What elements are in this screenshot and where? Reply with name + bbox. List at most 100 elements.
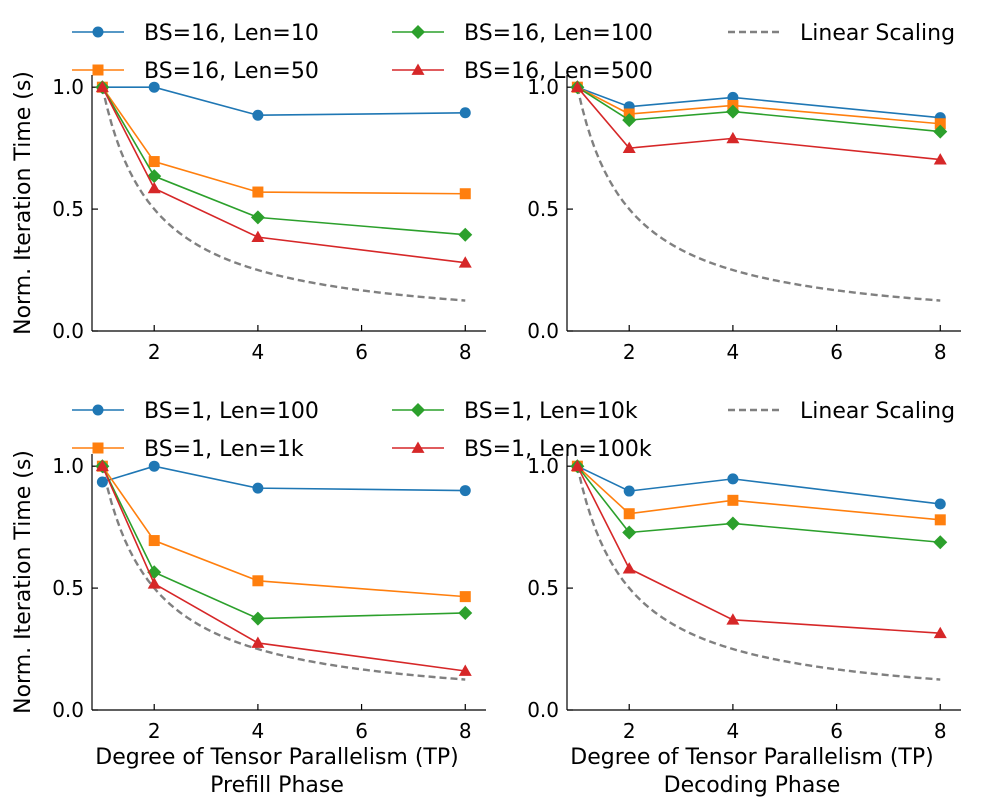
data-point — [250, 611, 265, 626]
series-triangle — [95, 80, 472, 268]
legend-label: BS=16, Len=50 — [144, 59, 319, 84]
data-point — [725, 104, 740, 119]
y-tick-label: 0.0 — [52, 698, 84, 722]
data-point — [933, 626, 947, 639]
data-point — [95, 459, 109, 472]
linear-scaling-line — [101, 465, 466, 681]
data-point — [570, 80, 584, 93]
x-tick-label: 2 — [148, 719, 161, 743]
panel-subtitle: Decoding Phase — [664, 773, 841, 798]
legend-entry: BS=16, Len=50 — [72, 59, 319, 84]
series-line — [101, 465, 466, 620]
y-tick-label: 1.0 — [52, 454, 84, 478]
legend-marker-square — [92, 442, 104, 454]
x-tick-label: 6 — [830, 340, 843, 364]
data-point — [459, 591, 471, 603]
series-line — [577, 86, 941, 119]
x-tick-label: 8 — [459, 340, 472, 364]
data-point — [934, 498, 946, 510]
series-line — [577, 465, 941, 505]
series-diamond — [570, 459, 948, 550]
y-tick-label: 0.5 — [52, 197, 84, 221]
x-tick-label: 4 — [727, 340, 740, 364]
x-tick-label: 4 — [252, 340, 265, 364]
series-line — [577, 86, 941, 125]
series-triangle — [570, 80, 947, 165]
legend-entry: BS=1, Len=100k — [392, 437, 652, 462]
chart-panel-1: 0.0 0.5 1.0 2 4 6 8 Norm. Iteration Time (s) — [11, 71, 486, 364]
data-point — [251, 636, 265, 648]
chart-panel-3: 0.0 0.5 1.0 2 4 6 8 Norm. Iteration Time (s) Deg… — [11, 450, 486, 798]
data-point — [458, 664, 472, 676]
series-circle — [96, 81, 471, 121]
legend-entry: BS=16, Len=10 — [72, 21, 319, 46]
y-tick-label: 0.0 — [527, 319, 559, 343]
x-tick-label: 4 — [252, 719, 265, 743]
x-tick-label: 8 — [934, 719, 947, 743]
x-tick-label: 8 — [934, 340, 947, 364]
y-tick-label: 0.5 — [527, 197, 559, 221]
data-point — [252, 482, 264, 494]
linear-scaling-line — [101, 86, 466, 302]
data-point — [933, 153, 947, 165]
y-axis-label: Norm. Iteration Time (s) — [11, 71, 36, 335]
data-point — [96, 476, 108, 488]
legend-entry: BS=1, Len=100 — [72, 399, 319, 424]
data-point — [459, 485, 471, 497]
data-point — [252, 186, 264, 198]
legend-marker-triangle — [411, 63, 425, 75]
x-tick-label: 2 — [623, 340, 636, 364]
data-point — [623, 508, 635, 520]
data-point — [250, 210, 265, 225]
data-point — [727, 473, 739, 485]
series-line — [101, 465, 466, 672]
y-tick-label: 1.0 — [527, 454, 559, 478]
data-point — [252, 575, 264, 587]
x-tick-label: 6 — [355, 719, 368, 743]
legend-label: Linear Scaling — [800, 399, 955, 424]
data-point — [622, 525, 637, 540]
linear-scaling-line — [576, 86, 941, 302]
series-diamond — [570, 80, 948, 139]
series-triangle — [570, 459, 947, 639]
legend-label: BS=1, Len=1k — [144, 437, 304, 462]
x-tick-label: 2 — [148, 340, 161, 364]
legend-marker-triangle — [411, 441, 425, 453]
data-point — [147, 181, 161, 194]
x-tick-label: 6 — [355, 340, 368, 364]
y-tick-label: 0.0 — [52, 319, 84, 343]
series-circle — [96, 460, 471, 497]
legend-label: BS=16, Len=10 — [144, 21, 319, 46]
data-point — [148, 535, 160, 547]
legend-marker-diamond — [411, 25, 425, 39]
data-point — [933, 124, 948, 139]
data-point — [458, 256, 472, 268]
legend-marker-circle — [92, 26, 104, 38]
legend-label: BS=16, Len=100 — [464, 21, 653, 46]
x-axis-label: Degree of Tensor Parallelism (TP) — [95, 745, 458, 770]
data-point — [147, 169, 162, 184]
series-line — [576, 465, 941, 634]
legend-label: BS=1, Len=10k — [464, 399, 638, 424]
legend-marker-circle — [92, 404, 104, 416]
legend-label: BS=1, Len=100 — [144, 399, 319, 424]
legend-label: BS=1, Len=100k — [464, 437, 652, 462]
legend-entry: BS=16, Len=500 — [392, 59, 653, 84]
data-point — [622, 113, 637, 128]
x-tick-label: 8 — [459, 719, 472, 743]
legend-marker-diamond — [411, 403, 425, 417]
y-tick-label: 0.5 — [52, 576, 84, 600]
x-tick-label: 6 — [830, 719, 843, 743]
y-tick-label: 1.0 — [527, 75, 559, 99]
series-circle — [571, 460, 946, 510]
data-point — [622, 141, 636, 154]
data-point — [148, 156, 160, 168]
legend-entry: BS=16, Len=100 — [392, 21, 653, 46]
x-axis-label: Degree of Tensor Parallelism (TP) — [570, 745, 933, 770]
data-point — [934, 118, 946, 130]
legend-entry: Linear Scaling — [728, 21, 955, 46]
series-line — [101, 86, 466, 264]
panel-subtitle: Prefill Phase — [210, 773, 344, 798]
